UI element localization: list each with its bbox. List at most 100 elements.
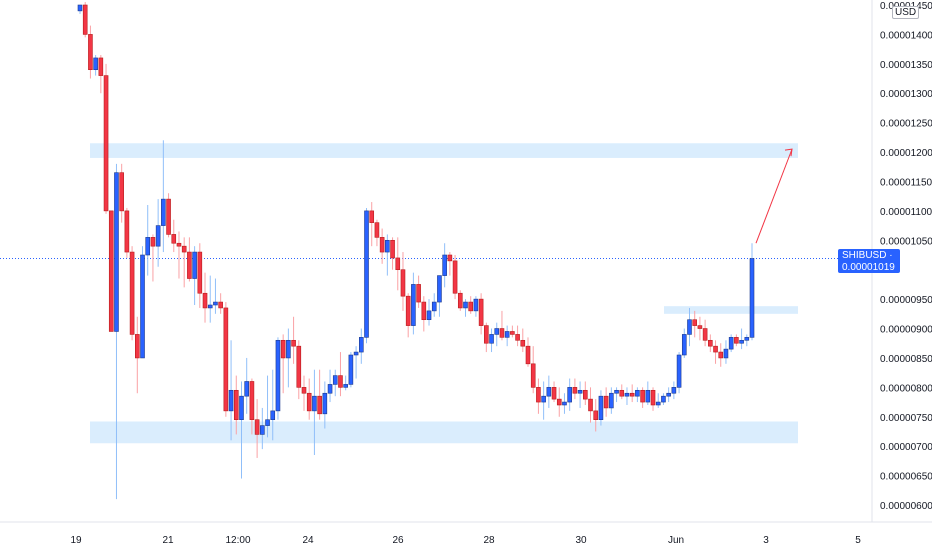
zone-2 xyxy=(90,421,798,444)
projection-arrowhead xyxy=(784,148,793,157)
candle-body xyxy=(551,387,557,400)
candle-body xyxy=(520,339,526,347)
candle-body xyxy=(572,387,578,394)
candle-body xyxy=(744,337,750,341)
x-tick-label: 26 xyxy=(392,535,404,546)
candle-body xyxy=(457,292,463,309)
candle-body xyxy=(129,251,135,335)
last-price: 0.00001019 xyxy=(842,262,895,273)
candle-body xyxy=(556,398,562,406)
candle-body xyxy=(254,419,260,435)
candle-body xyxy=(207,304,213,309)
candle-body xyxy=(353,351,359,356)
candle-body xyxy=(416,284,421,303)
candle-body xyxy=(239,395,244,421)
candle-body xyxy=(155,225,161,247)
candle-body xyxy=(426,310,432,321)
x-tick-label: 24 xyxy=(302,535,314,546)
candle-body xyxy=(671,387,677,394)
candle-body xyxy=(650,389,656,406)
candle-body xyxy=(93,57,98,71)
y-tick-label: 0.00001050 xyxy=(880,236,932,247)
candle-body xyxy=(348,354,354,385)
y-tick-label: 0.00000650 xyxy=(880,472,932,483)
y-tick-label: 0.00001150 xyxy=(880,177,932,188)
candle-body xyxy=(728,337,734,350)
candle-body xyxy=(494,328,500,335)
candle-body xyxy=(301,387,307,394)
candle-body xyxy=(687,319,692,335)
candle-body xyxy=(629,392,635,397)
candle-body xyxy=(437,275,442,303)
y-tick-label: 0.00001200 xyxy=(880,148,932,159)
y-tick-label: 0.00000850 xyxy=(880,354,932,365)
candle-body xyxy=(286,339,291,359)
candle-body xyxy=(515,334,520,341)
candle-body xyxy=(359,337,364,353)
candle-body xyxy=(270,410,276,421)
candle-body xyxy=(327,384,333,394)
y-tick-label: 0.00001100 xyxy=(880,207,932,218)
candle-body xyxy=(176,242,182,247)
candle-body xyxy=(614,389,619,394)
candle-body xyxy=(484,325,489,344)
candle-body xyxy=(405,295,411,326)
candle-body xyxy=(546,387,552,397)
candle-body xyxy=(140,254,145,359)
candle-body xyxy=(187,251,192,279)
candle-body xyxy=(312,395,317,412)
candle-body xyxy=(223,307,229,412)
candle-body xyxy=(296,345,302,388)
x-tick-label: 3 xyxy=(763,535,769,546)
y-tick-label: 0.00001350 xyxy=(880,60,932,71)
candle-body xyxy=(473,298,479,312)
candle-body xyxy=(681,334,687,356)
x-tick-label: 12:00 xyxy=(225,535,250,546)
candle-body xyxy=(421,301,427,321)
candle-body xyxy=(603,395,609,409)
y-tick-label: 0.00001400 xyxy=(880,30,932,41)
candle-body xyxy=(98,57,104,76)
candle-body xyxy=(478,298,484,326)
candle-body xyxy=(442,254,447,276)
candle-body xyxy=(249,381,255,421)
currency-label: USD xyxy=(892,6,920,19)
x-tick-label: 30 xyxy=(575,535,587,546)
candle-body xyxy=(640,389,645,403)
candle-body xyxy=(718,351,724,359)
candle-body xyxy=(192,251,197,279)
y-tick-label: 0.00001300 xyxy=(880,89,932,100)
candle-body xyxy=(734,337,739,344)
candle-body xyxy=(332,375,338,385)
symbol-label: SHIBUSD xyxy=(842,250,887,261)
candle-body xyxy=(135,334,140,359)
candle-body xyxy=(306,392,312,412)
candle-body xyxy=(244,381,249,397)
candle-body xyxy=(635,389,640,397)
candle-body xyxy=(369,210,375,223)
candle-body xyxy=(119,172,124,212)
candle-body xyxy=(233,389,239,421)
candle-body xyxy=(702,328,708,341)
candle-body xyxy=(395,257,401,271)
candle-body xyxy=(161,198,166,226)
candle-body xyxy=(708,339,713,347)
candle-body xyxy=(723,348,729,359)
candle-body xyxy=(562,401,567,406)
candle-body xyxy=(379,237,385,253)
y-tick-label: 0.00000950 xyxy=(880,295,932,306)
candle-body xyxy=(593,410,599,421)
candle-body xyxy=(583,389,588,400)
candle-body xyxy=(661,395,666,403)
candle-body xyxy=(202,292,208,309)
candle-body xyxy=(499,328,505,338)
candle-body xyxy=(530,363,536,388)
y-tick-label: 0.00000800 xyxy=(880,383,932,394)
y-tick-label: 0.00000700 xyxy=(880,442,932,453)
candle-body xyxy=(317,395,322,415)
candle-body xyxy=(260,425,265,435)
y-tick-label: 0.00000900 xyxy=(880,325,932,336)
candle-body xyxy=(489,334,494,344)
candle-body xyxy=(598,395,604,421)
